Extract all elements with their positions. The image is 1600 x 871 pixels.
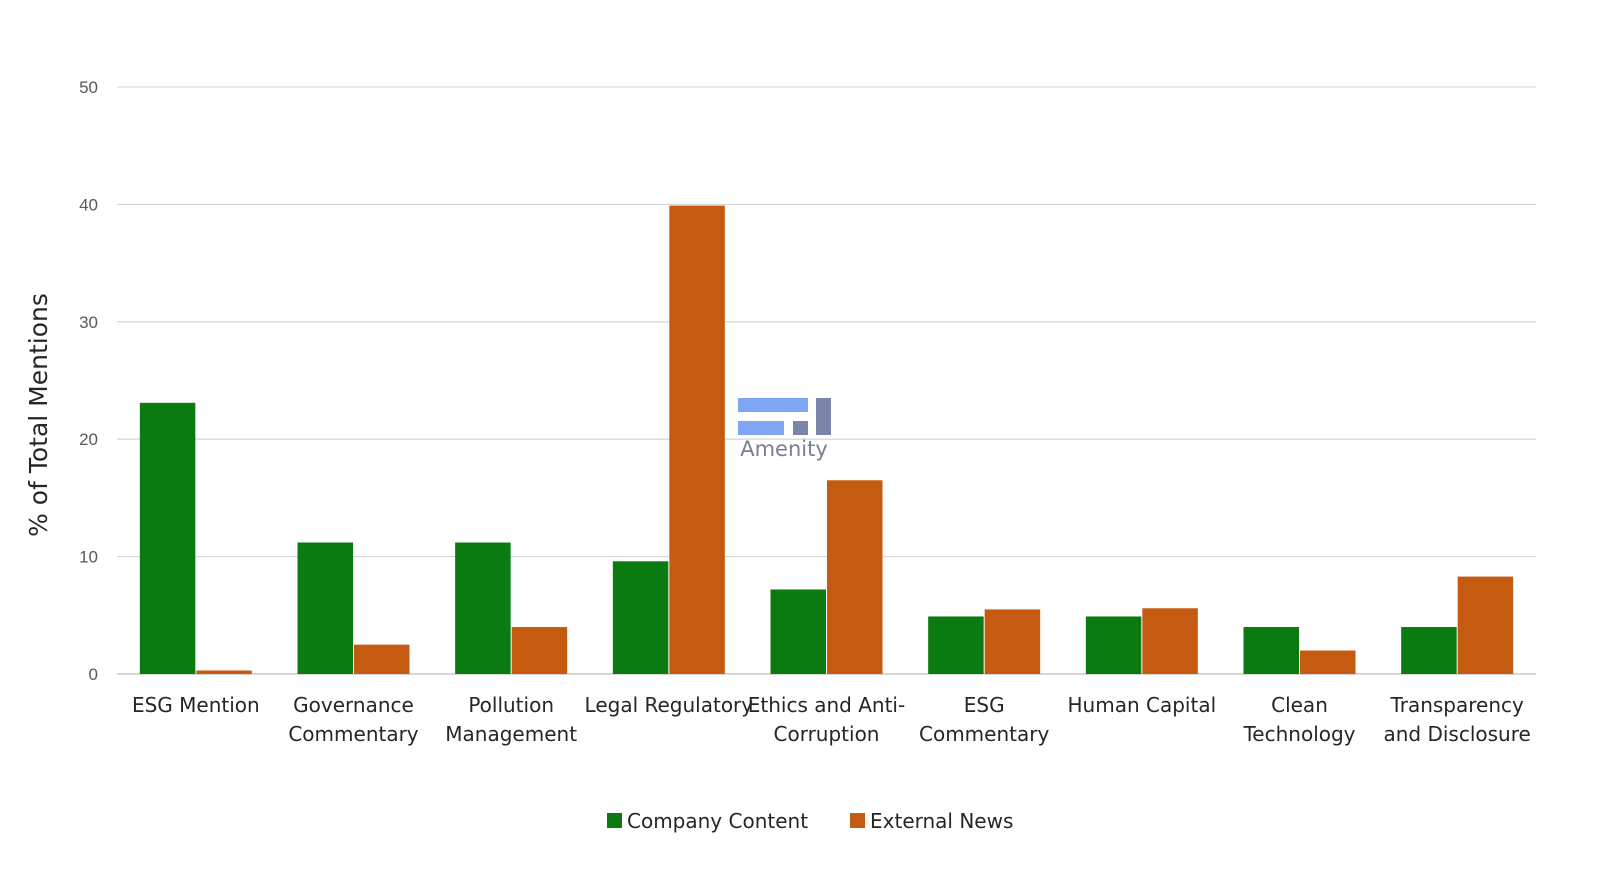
x-tick-label: Transparency [1389,693,1524,717]
x-tick-label: ESG Mention [132,693,260,717]
bar-external-news [669,205,725,674]
bar-external-news [511,627,568,674]
x-tick-label: and Disclosure [1383,722,1530,746]
x-tick-label: Technology [1242,722,1355,746]
bar-company-content [1243,627,1299,674]
bar-company-content [297,542,353,674]
y-tick-label: 50 [79,78,98,97]
legend-label: Company Content [627,809,808,833]
bar-company-content [1401,627,1457,674]
legend-label: External News [870,809,1013,833]
bar-external-news [1142,608,1198,674]
x-tick-label: Commentary [288,722,418,746]
y-tick-label: 30 [79,313,98,332]
y-tick-label: 10 [79,548,98,567]
bar-external-news [354,644,410,674]
bar-company-content [612,561,669,674]
y-axis-label: % of Total Mentions [24,293,53,537]
bar-external-news [827,480,883,674]
bar-company-content [455,542,511,674]
bar-external-news [984,609,1041,674]
x-tick-label: Clean [1271,693,1328,717]
bar-company-content [139,402,196,674]
watermark-logo: Amenity [738,398,831,461]
y-tick-label: 0 [89,665,98,684]
bar-company-content [928,616,984,674]
bar-external-news [1300,650,1356,674]
y-tick-label: 20 [79,430,98,449]
legend-swatch [607,813,622,828]
x-tick-label: Pollution [468,693,554,717]
x-tick-label: Commentary [919,722,1049,746]
bar-company-content [1085,616,1142,674]
legend-swatch [850,813,865,828]
bar-external-news [1457,576,1514,674]
bar-company-content [770,589,826,674]
x-tick-label: ESG [964,693,1005,717]
bar-external-news [196,670,252,674]
x-tick-label: Management [445,722,577,746]
x-tick-label: Human Capital [1068,693,1217,717]
y-tick-label: 40 [79,195,98,214]
x-tick-label: Ethics and Anti- [748,693,905,717]
x-tick-label: Governance [293,693,414,717]
x-tick-label: Corruption [774,722,880,746]
x-tick-label: Legal Regulatory [585,693,754,717]
legend: Company Content External News [607,809,1013,833]
logo-text: Amenity [740,437,828,461]
